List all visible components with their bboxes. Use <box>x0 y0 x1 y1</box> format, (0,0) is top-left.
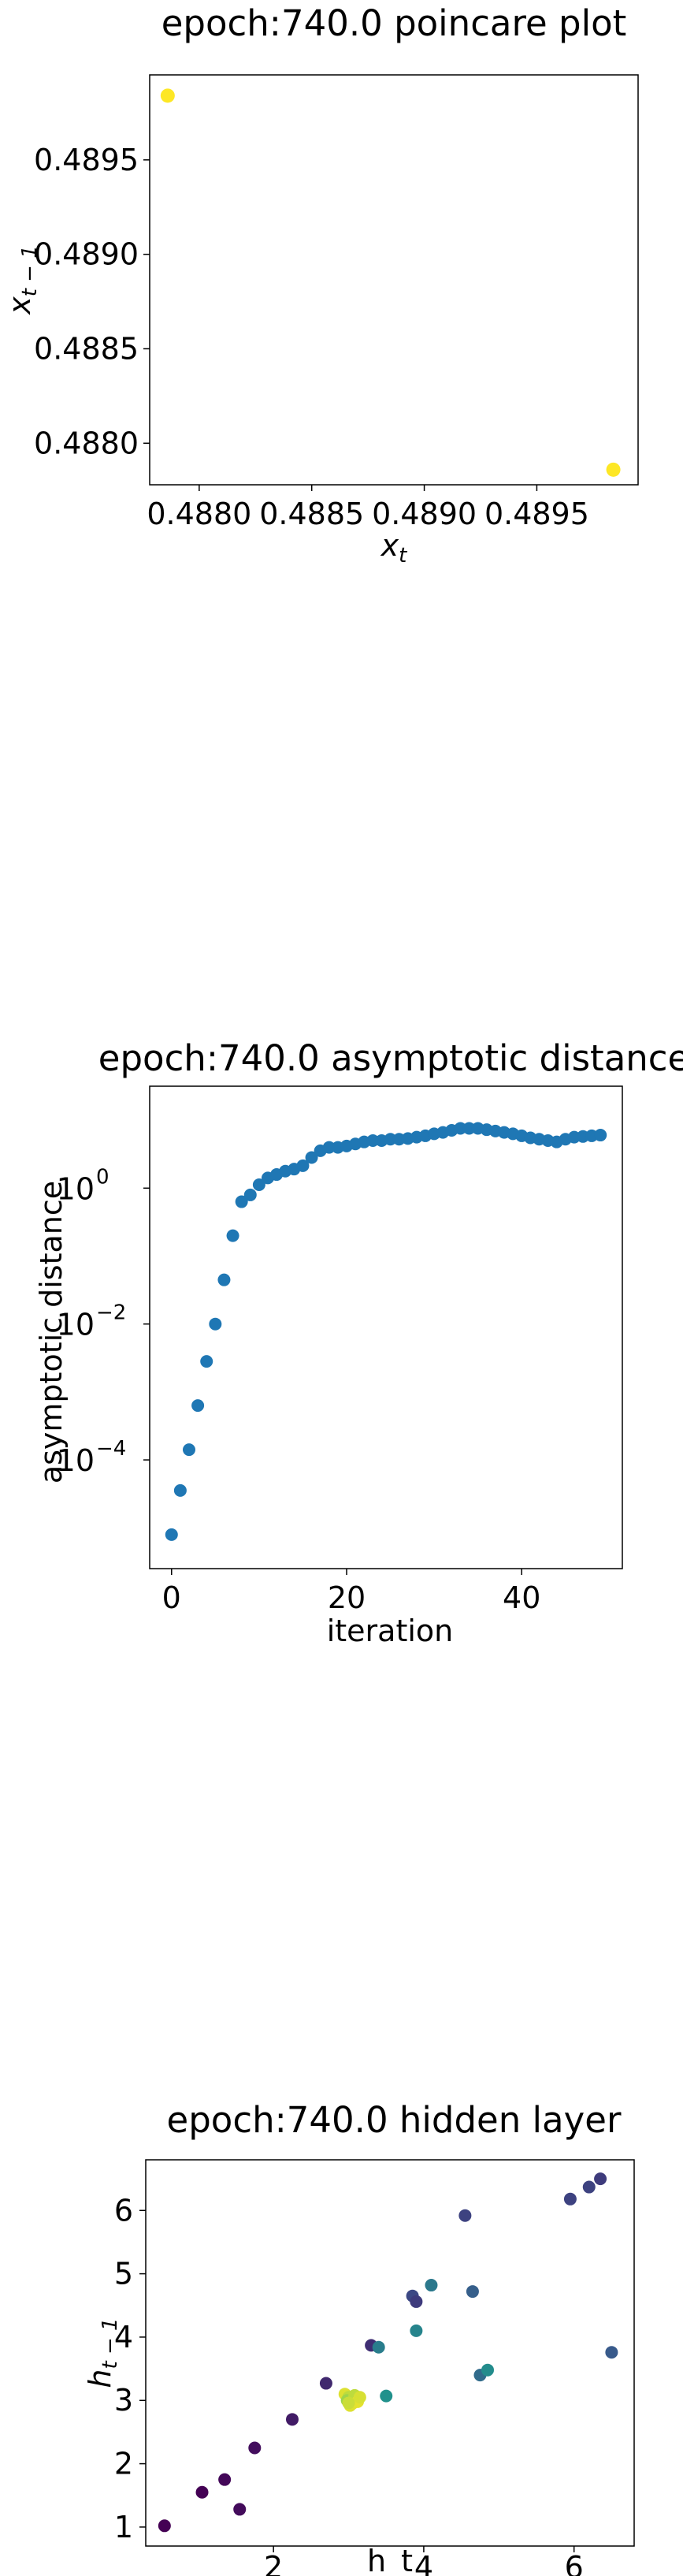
y-tick-label: 4 <box>114 2320 133 2355</box>
data-point <box>305 1151 318 1164</box>
y-tick-exponent: 0 <box>96 1165 110 1189</box>
plot-frame <box>149 74 639 486</box>
data-point <box>563 2192 577 2206</box>
data-point <box>606 462 621 477</box>
y-axis-label: asymptotic distance <box>34 1181 69 1483</box>
y-tick-label: 10 <box>57 1443 95 1478</box>
x-tick-label: 2 <box>264 2550 283 2576</box>
y-tick-label: 10 <box>57 1308 95 1342</box>
data-point <box>200 1355 213 1368</box>
plot-frame <box>145 2159 635 2547</box>
y-tick-exponent: −2 <box>96 1301 126 1325</box>
data-point <box>466 2285 479 2299</box>
chart-title: epoch:740.0 poincare plot <box>161 2 627 44</box>
y-tick-label: 0.4880 <box>34 426 139 460</box>
data-point <box>322 1141 336 1154</box>
data-point <box>384 1133 397 1146</box>
data-point <box>458 2209 472 2222</box>
data-point <box>243 1188 257 1201</box>
chart-title: epoch:740.0 asymptotic distance <box>98 1037 683 1079</box>
data-point <box>594 1129 607 1142</box>
data-point <box>217 1273 231 1286</box>
data-point <box>594 2172 607 2186</box>
y-axis-label: ht − 1 <box>83 2317 122 2388</box>
data-point <box>462 1122 476 1135</box>
poincare-chart: epoch:740.0 poincare plot 0.4880 0.4885 0.… <box>2 2 639 568</box>
x-tick-label: 0.4885 <box>259 497 364 531</box>
data-point <box>425 2279 438 2292</box>
y-tick-label: 0.4890 <box>34 237 139 272</box>
data-point <box>226 1229 239 1242</box>
data-point <box>410 2295 423 2308</box>
data-point <box>582 2180 596 2194</box>
data-point <box>183 1443 195 1457</box>
y-axis-label: xt − 1 <box>2 245 42 315</box>
y-tick-label: 0.4885 <box>34 331 139 366</box>
data-point <box>160 88 175 103</box>
data-point <box>209 1317 222 1331</box>
x-tick-label: 4 <box>414 2550 433 2576</box>
x-axis-label: iteration <box>327 1614 454 1648</box>
y-tick-label: 3 <box>114 2383 133 2418</box>
data-point <box>454 1122 467 1135</box>
y-tick-label: 1 <box>114 2510 133 2544</box>
y-tick-label: 6 <box>114 2193 133 2228</box>
data-point <box>296 1159 310 1172</box>
data-point <box>372 2340 385 2354</box>
y-tick-label: 2 <box>114 2447 133 2481</box>
data-point <box>158 2519 171 2533</box>
data-point <box>235 1195 248 1208</box>
x-tick-label: 0.4895 <box>484 497 589 531</box>
y-tick-exponent: −4 <box>96 1437 126 1461</box>
data-point <box>218 2473 232 2486</box>
y-tick-label: 5 <box>114 2257 133 2291</box>
asymptotic-distance-chart: epoch:740.0 asymptotic distance 0 20 4010−… <box>34 1037 683 1648</box>
x-tick-label: 20 <box>328 1580 366 1615</box>
data-point <box>252 1178 265 1191</box>
data-point <box>173 1483 187 1497</box>
data-point <box>286 2413 299 2426</box>
x-axis-label: h_t <box>367 2544 413 2576</box>
data-point <box>233 2503 247 2516</box>
data-point <box>380 2389 393 2403</box>
data-point <box>410 2324 423 2337</box>
y-tick-label: 10 <box>57 1171 95 1206</box>
data-point <box>319 2377 332 2390</box>
plot-frame <box>149 1085 623 1569</box>
x-tick-label: 0.4880 <box>147 497 251 531</box>
x-axis-label: xt <box>380 528 408 568</box>
hidden-layer-chart: epoch:740.0 hidden layer 2 4 6 1 2 3 4 5 6 h_t h… <box>83 2099 635 2576</box>
data-point <box>366 1134 380 1147</box>
x-tick-label: 6 <box>565 2550 584 2576</box>
data-point <box>342 2396 355 2410</box>
data-point <box>248 2441 262 2455</box>
data-point <box>481 2363 494 2377</box>
x-tick-label: 0 <box>162 1580 181 1615</box>
chart-title: epoch:740.0 hidden layer <box>167 2099 622 2141</box>
y-tick-label: 0.4895 <box>34 143 139 177</box>
data-point <box>353 2391 366 2404</box>
data-point <box>195 2485 209 2499</box>
data-point <box>605 2346 618 2359</box>
data-point <box>191 1399 205 1413</box>
data-point <box>165 1528 178 1541</box>
x-tick-label: 40 <box>503 1580 540 1615</box>
x-tick-label: 0.4890 <box>372 497 477 531</box>
